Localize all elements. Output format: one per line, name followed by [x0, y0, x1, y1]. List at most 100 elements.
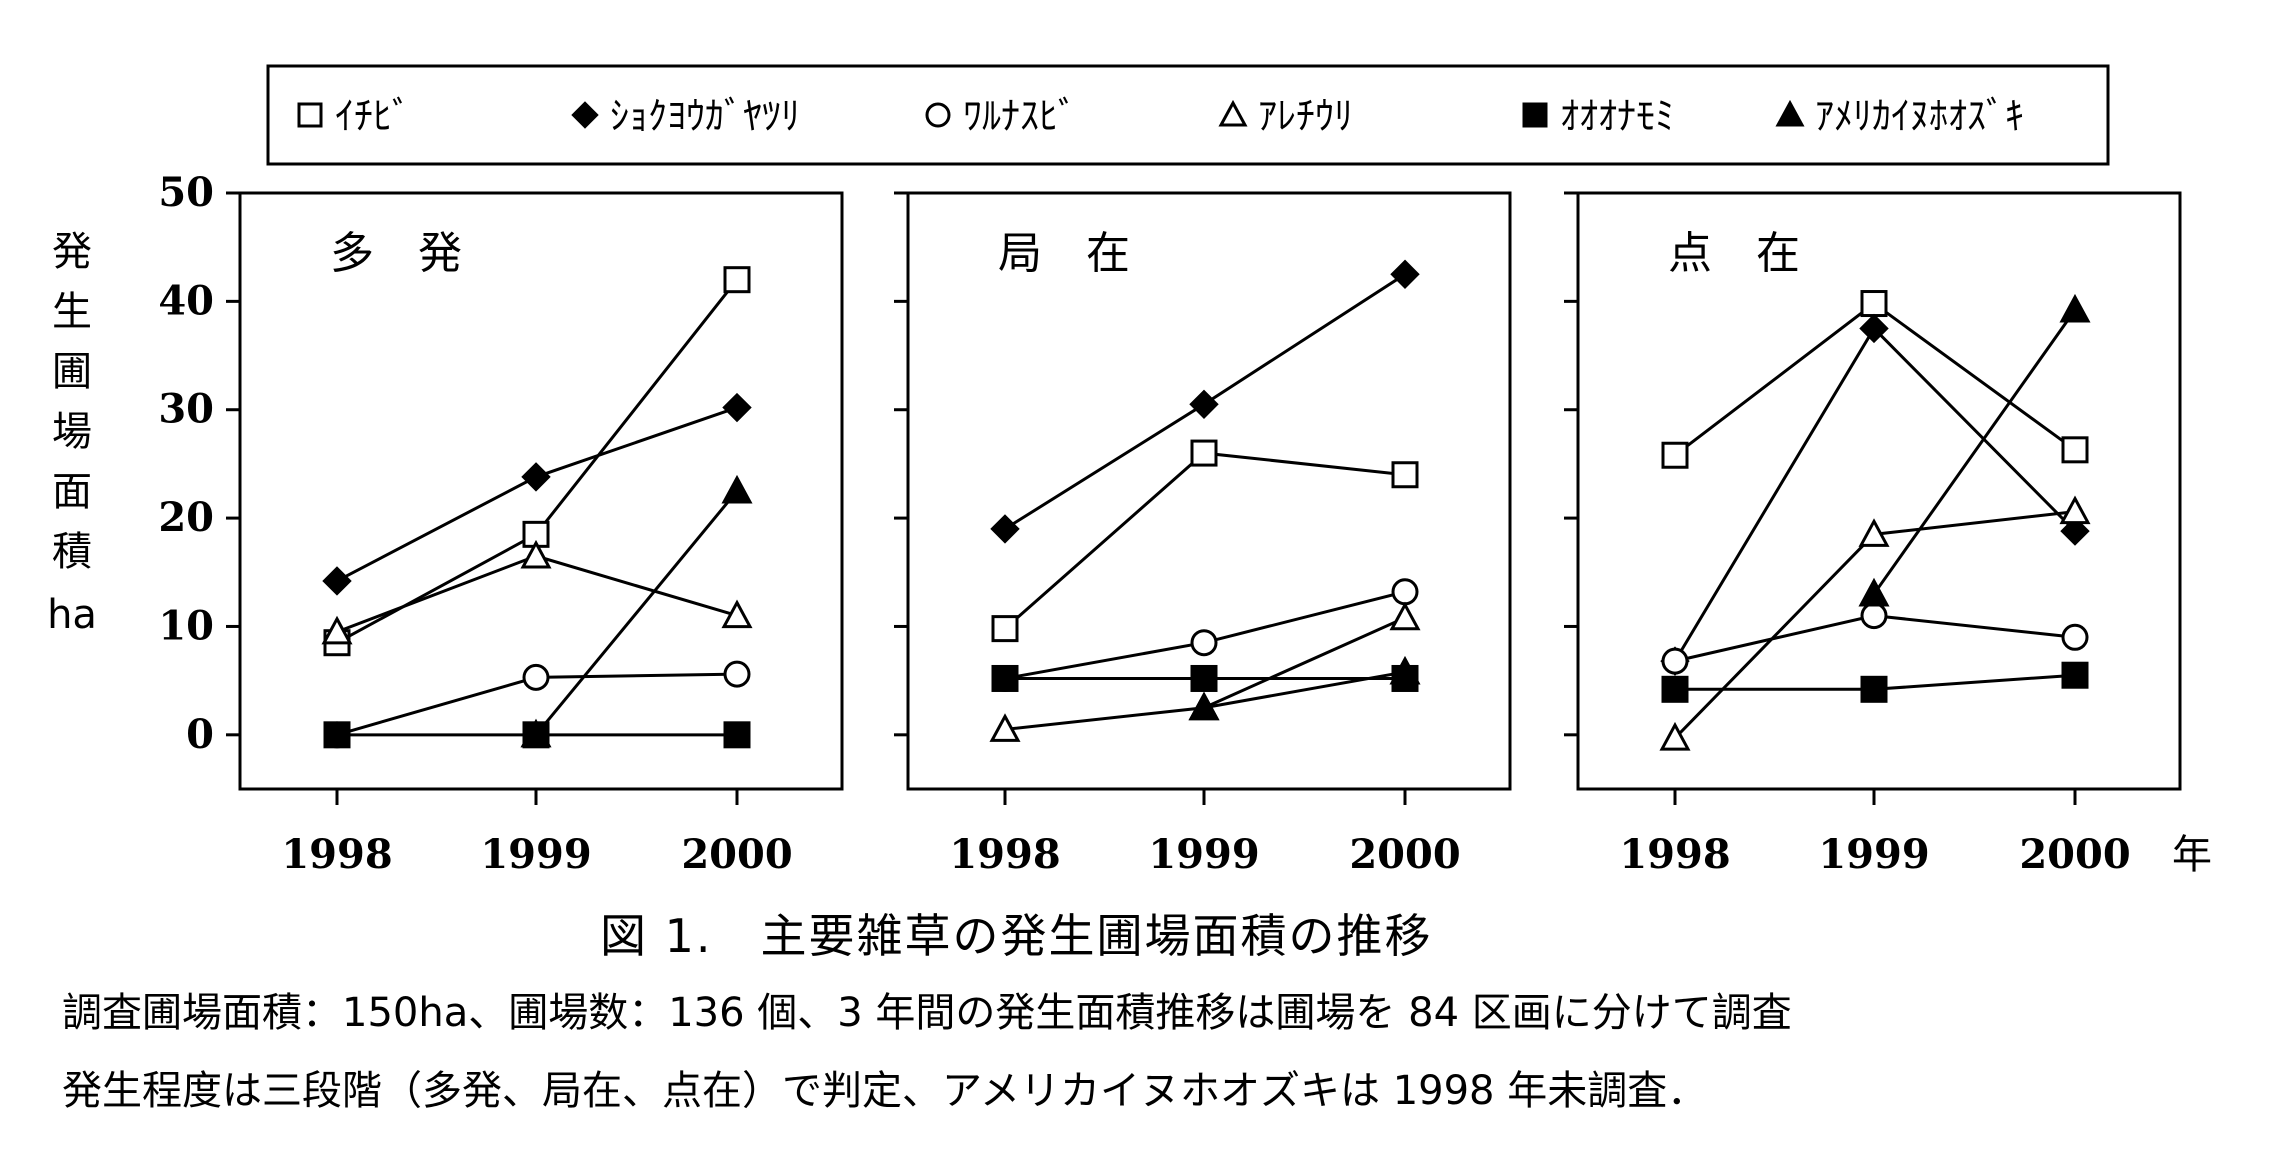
figure-title: 図 1. 主要雑草の発生圃場面積の推移 — [600, 909, 1433, 963]
point-ooonamomi-1998 — [323, 721, 351, 749]
y-axis-label-char-6: ha — [47, 592, 97, 638]
y-axis-label-char-5: 積 — [52, 529, 92, 575]
point-warunasubi-1999 — [1860, 602, 1888, 630]
y-axis-label-char-1: 生 — [52, 289, 92, 335]
legend-item-arechiuri: ｱﾚﾁｳﾘ — [1218, 94, 1353, 138]
legend-marker-arechiuri — [1218, 99, 1248, 127]
caption-note-1: 調査圃場面積：150ha、圃場数：136 個、3 年間の発生面積推移は圃場を 8… — [62, 990, 1792, 1036]
x-tick-label: 2000 — [1349, 831, 1460, 878]
point-ichibi-1999 — [1860, 290, 1888, 318]
legend-marker-ichibi — [297, 102, 323, 128]
legend-label-arechiuri: ｱﾚﾁｳﾘ — [1258, 94, 1353, 138]
y-axis-label-char-4: 面 — [52, 469, 92, 515]
point-arechiuri-2000 — [2059, 495, 2091, 525]
x-tick-label: 1999 — [480, 831, 591, 878]
point-amerikainuhoozuki-1999 — [520, 718, 552, 748]
point-amerikainuhoozuki-2000 — [2059, 293, 2091, 323]
point-shokuyougayatsuri-1999 — [1189, 389, 1219, 420]
caption-note-2: 発生程度は三段階（多発、局在、点在）で判定、アメリカイヌホオズキは 1998 年… — [62, 1068, 1708, 1114]
point-shokuyougayatsuri-2000 — [2060, 516, 2090, 546]
point-warunasubi-1999 — [1190, 629, 1218, 657]
point-shokuyougayatsuri-2000 — [722, 392, 752, 423]
legend-marker-shokuyougayatsuri — [571, 101, 599, 129]
point-warunasubi-2000 — [2061, 623, 2089, 651]
legend-item-ichibi: ｲﾁﾋﾞ — [297, 94, 411, 138]
point-arechiuri-1998 — [1659, 721, 1691, 751]
panel-frame — [238, 191, 844, 791]
y-tick-label: 10 — [158, 602, 214, 649]
point-ooonamomi-1999 — [1860, 675, 1888, 703]
panel-title: 多 発 — [330, 228, 462, 279]
series-line-amerikainuhoozuki — [534, 490, 739, 736]
legend-item-shokuyougayatsuri: ｼｮｸﾖｳｶﾞﾔﾂﾘ — [571, 94, 800, 138]
legend: ｲﾁﾋﾞ ｼｮｸﾖｳｶﾞﾔﾂﾘ ﾜﾙﾅｽﾋﾞ ｱﾚﾁｳﾘ ｵｵｵﾅﾓﾐ ｱﾒﾘｶｲﾇﾎｵｽ… — [266, 64, 2110, 166]
point-warunasubi-2000 — [1391, 578, 1419, 606]
y-axis-label-char-3: 場 — [52, 409, 92, 455]
x-tick-label: 2000 — [2019, 831, 2130, 878]
y-axis-label-char-2: 圃 — [52, 349, 92, 395]
point-arechiuri-2000 — [1389, 601, 1421, 631]
point-warunasubi-1998 — [1661, 647, 1689, 675]
legend-label-warunasubi: ﾜﾙﾅｽﾋﾞ — [963, 94, 1077, 138]
series-line-amerikainuhoozuki — [1872, 309, 2077, 595]
legend-marker-amerikainuhoozuki — [1775, 99, 1805, 127]
point-arechiuri-1998 — [989, 713, 1021, 742]
x-tick-label: 1998 — [949, 831, 1060, 878]
y-axis-label-char-0: 発 — [52, 229, 92, 275]
panel-1: 0 10 20 30 40 50 1998 1999 2000 多 発 — [158, 169, 844, 878]
legend-label-ichibi: ｲﾁﾋﾞ — [335, 94, 411, 138]
y-tick-label: 20 — [158, 494, 214, 541]
series-line-amerikainuhoozuki — [1203, 670, 1406, 710]
point-amerikainuhoozuki-2000 — [721, 474, 753, 504]
point-shokuyougayatsuri-1998 — [322, 566, 352, 596]
y-axis-label: 発生圃場面積 ha — [47, 229, 97, 638]
point-shokuyougayatsuri-1999 — [521, 462, 551, 492]
point-amerikainuhoozuki-1999 — [1188, 691, 1220, 721]
legend-label-shokuyougayatsuri: ｼｮｸﾖｳｶﾞﾔﾂﾘ — [610, 94, 800, 138]
panel-title: 局 在 — [998, 228, 1130, 279]
point-ooonamomi-2000 — [2061, 661, 2089, 689]
legend-item-ooonamomi: ｵｵｵﾅﾓﾐ — [1522, 94, 1674, 138]
panel-frame — [1576, 191, 2182, 791]
point-ichibi-2000 — [723, 266, 751, 294]
point-ichibi-2000 — [2061, 436, 2089, 464]
legend-label-ooonamomi: ｵｵｵﾅﾓﾐ — [1560, 94, 1674, 138]
y-tick-label: 40 — [158, 277, 214, 324]
point-shokuyougayatsuri-2000 — [1390, 259, 1420, 289]
x-tick-label: 1998 — [1619, 831, 1730, 878]
point-warunasubi-2000 — [723, 660, 751, 688]
point-ichibi-1998 — [991, 615, 1019, 643]
chart-panels: 0 10 20 30 40 50 1998 1999 2000 多 発 1998 1999 2000 局 … — [158, 169, 2182, 878]
y-tick-label: 0 — [186, 711, 214, 758]
point-ichibi-1999 — [1190, 439, 1218, 467]
legend-label-amerikainuhoozuki: ｱﾒﾘｶｲﾇﾎｵｽﾞｷ — [1815, 94, 2024, 138]
x-tick-label: 1998 — [281, 831, 392, 878]
point-arechiuri-1999 — [520, 539, 552, 569]
point-ooonamomi-2000 — [723, 721, 751, 749]
point-ooonamomi-1998 — [991, 664, 1019, 692]
point-shokuyougayatsuri-1999 — [1859, 313, 1889, 344]
y-tick-label: 30 — [158, 386, 214, 433]
point-ooonamomi-1999 — [1190, 664, 1218, 692]
point-ichibi-2000 — [1391, 461, 1419, 489]
x-tick-label: 1999 — [1148, 831, 1259, 878]
point-ooonamomi-1998 — [1661, 675, 1689, 703]
panel-2: 1998 1999 2000 局 在 — [894, 191, 1512, 878]
legend-marker-ooonamomi — [1522, 102, 1548, 128]
series-line-ichibi — [1004, 451, 1406, 630]
point-arechiuri-1999 — [1858, 518, 1890, 547]
point-arechiuri-2000 — [721, 599, 753, 629]
y-tick-label: 50 — [158, 169, 214, 216]
point-amerikainuhoozuki-2000 — [1389, 655, 1421, 685]
weed-area-chart: ｲﾁﾋﾞ ｼｮｸﾖｳｶﾞﾔﾂﾘ ﾜﾙﾅｽﾋﾞ ｱﾚﾁｳﾘ ｵｵｵﾅﾓﾐ ｱﾒﾘｶｲﾇﾎｵｽ… — [47, 64, 2212, 878]
legend-item-warunasubi: ﾜﾙﾅｽﾋﾞ — [925, 94, 1077, 138]
x-tick-label: 1999 — [1818, 831, 1929, 878]
panel-frame — [906, 191, 1512, 791]
legend-item-amerikainuhoozuki: ｱﾒﾘｶｲﾇﾎｵｽﾞｷ — [1775, 94, 2024, 138]
panel-3: 1998 1999 2000 点 在 — [1564, 191, 2182, 878]
x-axis-unit: 年 — [2172, 832, 2212, 878]
panel-title: 点 在 — [1668, 228, 1800, 279]
point-ichibi-1998 — [1661, 441, 1689, 469]
series-line-ichibi — [336, 278, 739, 645]
point-amerikainuhoozuki-1999 — [1858, 577, 1890, 607]
